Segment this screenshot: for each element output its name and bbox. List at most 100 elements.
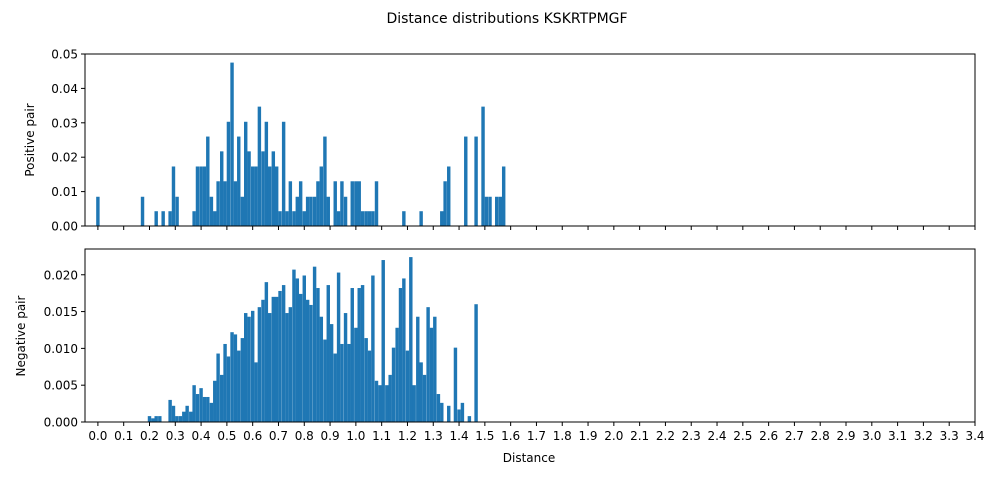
positive-bar-13 [213, 211, 217, 226]
positive-bar-50 [343, 196, 348, 226]
positive-bar-70 [498, 196, 503, 226]
negative-y-axis-label: Negative pair [14, 295, 28, 376]
negative-bar-10 [189, 411, 193, 422]
x-axis-label: Distance [503, 451, 555, 465]
positive-bar-66 [481, 106, 485, 226]
negative-x-tick-label-17: 1.7 [527, 429, 546, 443]
negative-x-tick-label-2: 0.2 [140, 429, 159, 443]
positive-bar-12 [209, 196, 214, 226]
positive-bar-30 [271, 151, 276, 226]
positive-bar-69 [495, 196, 499, 226]
negative-bar-3 [158, 416, 162, 422]
negative-x-tick-label-31: 3.1 [888, 429, 907, 443]
negative-bar-35 [274, 296, 279, 422]
negative-x-tick-label-4: 0.4 [192, 429, 211, 443]
negative-bar-89 [474, 304, 478, 422]
positive-bar-35 [288, 181, 293, 226]
negative-bar-73 [405, 350, 410, 422]
positive-bar-16 [223, 181, 227, 226]
negative-x-ticks: 0.0 0.1 0.2 0.3 0.4 0.5 0.6 0.7 0.8 0.9 1.0 1.1 1.2 1… [88, 422, 985, 443]
negative-x-tick-label-12: 1.2 [398, 429, 417, 443]
negative-x-tick-label-10: 1.0 [346, 429, 365, 443]
positive-bar-33 [281, 121, 286, 226]
positive-bars [96, 62, 506, 226]
positive-bar-54 [360, 211, 365, 226]
negative-bar-49 [323, 339, 327, 422]
positive-bar-3 [161, 211, 165, 226]
negative-bar-83 [440, 402, 444, 422]
positive-bar-37 [295, 196, 300, 226]
negative-x-tick-label-32: 3.2 [914, 429, 933, 443]
positive-bar-56 [367, 211, 372, 226]
negative-bar-44 [305, 299, 310, 422]
positive-bar-65 [474, 136, 478, 226]
positive-bar-18 [230, 62, 234, 226]
negative-bars [147, 257, 478, 422]
negative-bar-66 [381, 260, 385, 422]
negative-bar-17 [213, 380, 217, 422]
positive-bar-25 [254, 166, 258, 226]
positive-y-ticks: 0.00 0.01 0.02 0.03 0.04 0.05 [51, 48, 85, 234]
negative-bar-15 [206, 396, 210, 422]
negative-bar-32 [264, 282, 269, 422]
negative-bar-67 [385, 385, 389, 422]
negative-x-tick-label-22: 2.2 [656, 429, 675, 443]
positive-bar-36 [292, 211, 296, 226]
positive-bar-22 [244, 121, 248, 226]
negative-bar-18 [216, 353, 220, 422]
positive-bar-2 [154, 211, 158, 226]
negative-bar-22 [230, 332, 234, 422]
positive-bar-0 [96, 196, 100, 226]
negative-bar-2 [154, 416, 158, 422]
positive-bar-28 [264, 121, 269, 226]
positive-bar-51 [350, 181, 354, 226]
figure-title: Distance distributions KSKRTPMGF [386, 11, 627, 27]
positive-bar-47 [333, 181, 337, 226]
positive-bar-55 [364, 211, 368, 226]
positive-bar-34 [285, 211, 289, 226]
negative-bar-25 [240, 338, 245, 422]
positive-bar-43 [316, 181, 320, 226]
negative-bar-68 [388, 374, 392, 422]
negative-y-tick-label-2: 0.010 [44, 342, 78, 356]
negative-bar-40 [292, 269, 296, 422]
negative-x-tick-label-6: 0.6 [243, 429, 262, 443]
negative-bar-14 [202, 396, 207, 422]
negative-bar-16 [209, 402, 214, 422]
negative-bar-84 [447, 405, 451, 422]
negative-bar-0 [147, 416, 152, 422]
negative-bar-29 [254, 362, 258, 422]
positive-bar-15 [220, 151, 224, 226]
positive-bar-4 [168, 211, 172, 226]
negative-bar-72 [402, 278, 406, 422]
positive-plot-frame [84, 53, 976, 227]
positive-bar-8 [195, 166, 200, 226]
negative-bar-78 [422, 374, 427, 422]
negative-bar-11 [192, 385, 196, 422]
negative-bar-13 [199, 388, 203, 422]
positive-bar-23 [247, 151, 251, 226]
negative-x-tick-label-16: 1.6 [501, 429, 520, 443]
positive-bar-32 [278, 211, 282, 226]
positive-bar-48 [336, 211, 341, 226]
positive-bar-62 [443, 181, 447, 226]
positive-bar-40 [305, 196, 310, 226]
positive-bar-6 [175, 196, 179, 226]
negative-x-tick-label-25: 2.5 [733, 429, 752, 443]
negative-bar-64 [374, 380, 379, 422]
negative-x-tick-label-9: 0.9 [321, 429, 340, 443]
negative-bar-47 [316, 288, 320, 422]
negative-bar-38 [285, 313, 289, 422]
negative-bar-87 [460, 402, 465, 422]
negative-bar-59 [357, 288, 361, 422]
negative-bar-43 [302, 275, 306, 422]
negative-bar-54 [340, 343, 344, 422]
negative-bar-81 [433, 316, 437, 422]
negative-x-tick-label-30: 3.0 [862, 429, 881, 443]
positive-bar-19 [233, 181, 238, 226]
negative-bar-42 [298, 293, 303, 422]
positive-pair-panel: 0.00 0.01 0.02 0.03 0.04 0.05 Positive pair [23, 48, 976, 234]
positive-bar-44 [319, 166, 324, 226]
negative-bar-51 [329, 324, 334, 422]
